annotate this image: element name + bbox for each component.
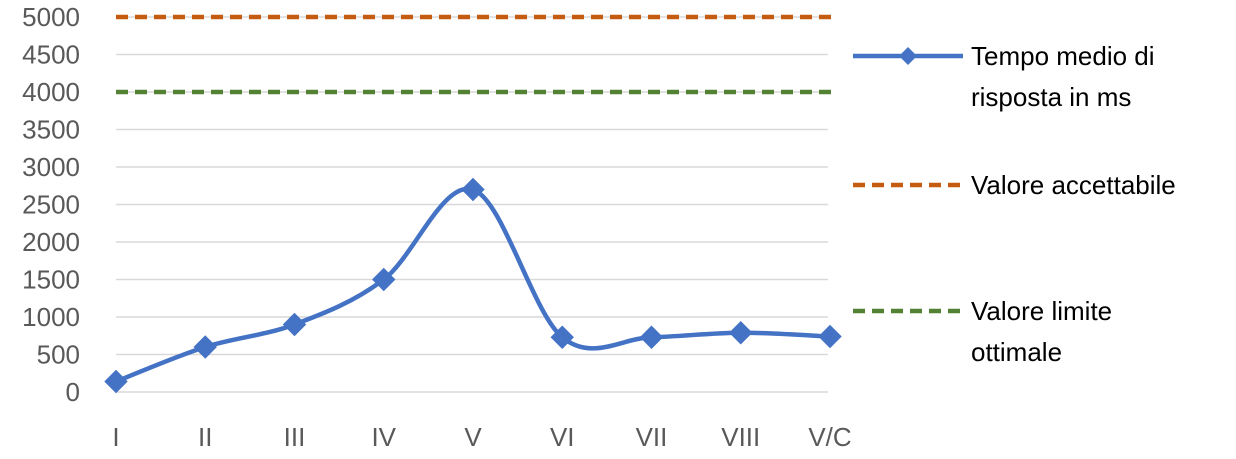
legend: Tempo medio di risposta in ms Valore accet… (853, 41, 1176, 367)
data-point-marker (729, 321, 753, 345)
legend-label: Valore accettabile (971, 170, 1176, 200)
y-tick-label: 500 (37, 340, 80, 370)
y-tick-label: 4500 (22, 40, 80, 70)
y-tick-label: 5000 (22, 2, 80, 32)
y-tick-label: 2500 (22, 190, 80, 220)
x-tick-label: II (198, 422, 212, 452)
data-point-marker (639, 325, 664, 349)
x-tick-label: I (112, 422, 119, 452)
x-tick-label: IV (371, 422, 396, 452)
legend-marker (899, 47, 917, 65)
y-tick-label: 3000 (22, 152, 80, 182)
data-point-marker (550, 325, 574, 349)
x-tick-label: VI (550, 422, 575, 452)
data-point-marker (818, 324, 842, 349)
x-axis-ticks: I II III IV V VI VII VIII V/C (112, 422, 851, 452)
x-tick-label: VIII (721, 422, 760, 452)
legend-label: ottimale (971, 337, 1062, 367)
y-tick-label: 4000 (22, 77, 80, 107)
y-tick-label: 3500 (22, 115, 80, 145)
legend-label: Tempo medio di (971, 41, 1155, 71)
data-point-marker (372, 267, 396, 292)
legend-label: risposta in ms (971, 82, 1131, 112)
x-tick-label: V (464, 422, 482, 452)
data-point-marker (461, 177, 485, 202)
y-tick-label: 0 (66, 377, 80, 407)
y-tick-label: 1500 (22, 265, 80, 295)
data-point-marker (282, 312, 307, 337)
x-tick-label: VII (636, 422, 668, 452)
y-axis-ticks: 0 500 1000 1500 2000 2500 3000 3500 4000 4500 5000 (22, 2, 80, 407)
x-tick-label: III (284, 422, 306, 452)
y-tick-label: 1000 (22, 302, 80, 332)
x-tick-label: V/C (808, 422, 851, 452)
y-tick-label: 2000 (22, 227, 80, 257)
data-point-marker (104, 369, 128, 394)
series-line (115, 186, 831, 384)
gridlines (116, 16, 828, 393)
data-point-marker (193, 335, 217, 359)
legend-label: Valore limite (971, 296, 1112, 326)
series-layer (104, 14, 842, 394)
